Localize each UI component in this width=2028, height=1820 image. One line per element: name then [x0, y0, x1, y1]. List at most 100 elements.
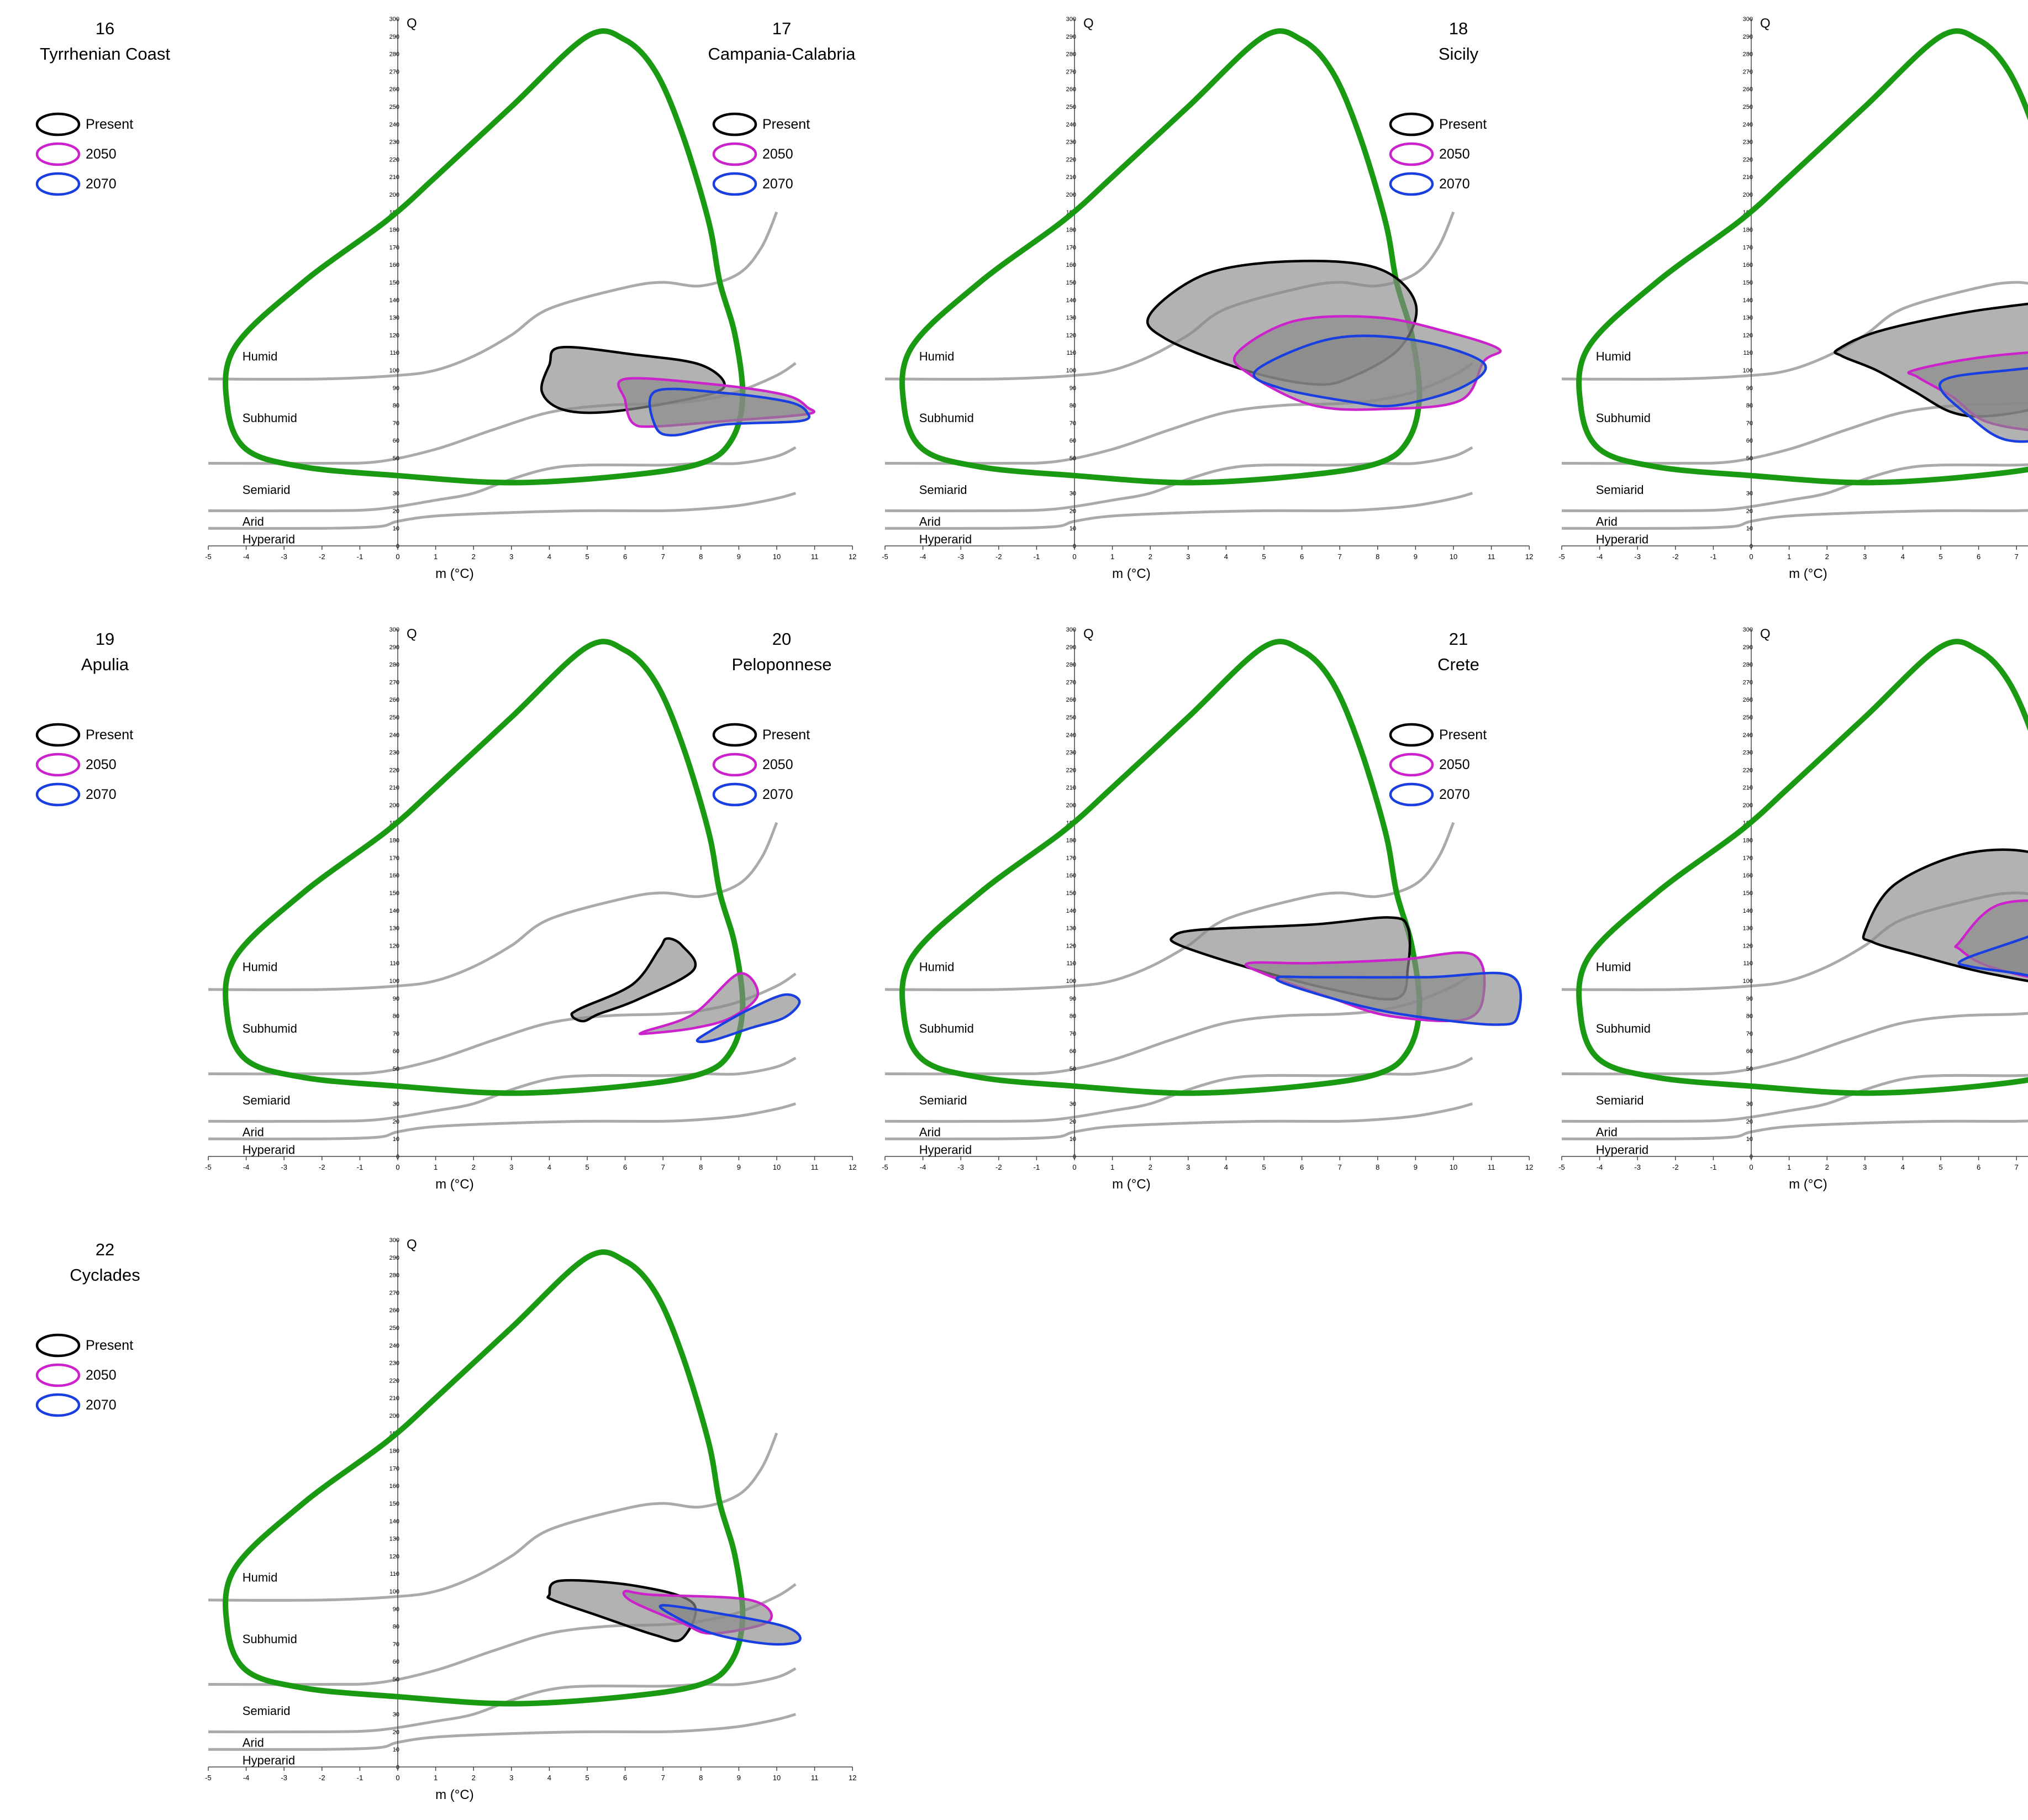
- y-tick-label: 50: [1746, 455, 1753, 462]
- x-tick-label: 4: [1901, 1163, 1905, 1171]
- x-tick-label: 1: [1110, 1163, 1114, 1171]
- zone-label-subhumid: Subhumid: [1596, 411, 1651, 425]
- zone-boundary-line: [884, 822, 1455, 991]
- y-tick-label: 210: [1743, 785, 1753, 791]
- x-tick-label: 11: [1488, 553, 1495, 561]
- y-tick-label: 210: [389, 174, 399, 181]
- series-area-2070: [1252, 334, 1487, 408]
- y-tick-label: 300: [389, 16, 399, 23]
- x-tick-label: 8: [699, 1774, 703, 1782]
- y-tick-label: 290: [1066, 644, 1076, 651]
- panel-title: Tyrrhenian Coast: [40, 44, 170, 64]
- y-tick-label: 270: [1066, 679, 1076, 686]
- y-tick-label: 60: [393, 438, 399, 444]
- y-tick-label: 120: [1066, 943, 1076, 949]
- y-tick-label: 230: [1066, 139, 1076, 146]
- y-tick-label: 100: [1066, 367, 1076, 374]
- y-tick-label: 90: [393, 1606, 399, 1613]
- x-tick-label: -2: [995, 1163, 1002, 1171]
- y-tick-label: 220: [389, 767, 399, 774]
- y-tick-label: 250: [389, 1325, 399, 1332]
- x-tick-label: 12: [849, 1163, 856, 1171]
- y-tick-label: 130: [1743, 315, 1753, 322]
- y-tick-label: 240: [389, 1343, 399, 1349]
- zone-boundary-line: [208, 492, 796, 530]
- zone-label-arid: Arid: [243, 514, 264, 528]
- chart-panel-16: -5 -4 -3 -2 -1 0 1 2 3 4 5 6 7 8 9 10 11 1201020304050607…: [35, 16, 856, 581]
- y-tick-label: 300: [1066, 16, 1076, 23]
- legend-label-present: Present: [86, 117, 133, 132]
- legend-swatch-present: [35, 1333, 81, 1358]
- x-tick-label: 1: [1787, 1163, 1791, 1171]
- y-tick-label: 220: [1066, 767, 1076, 774]
- zone-boundary-line: [208, 446, 797, 513]
- y-tick-label: 250: [389, 714, 399, 721]
- legend-swatch-2050: [1389, 142, 1434, 166]
- y-tick-label: 120: [389, 332, 399, 339]
- panel-number: 21: [1449, 629, 1468, 649]
- zone-label-humid: Humid: [1596, 350, 1631, 364]
- legend-swatch-present: [712, 723, 757, 747]
- legend-label-2070: 2070: [86, 787, 117, 802]
- y-tick-label: 0: [396, 1154, 399, 1160]
- x-tick-label: 0: [1749, 553, 1753, 561]
- x-tick-label: -3: [281, 1774, 287, 1782]
- legend-swatch-present: [712, 112, 757, 136]
- y-tick-label: 70: [1070, 1030, 1076, 1037]
- zone-boundary-line: [208, 1713, 796, 1751]
- zone-label-subhumid: Subhumid: [1596, 1022, 1651, 1035]
- x-tick-label: -2: [995, 553, 1002, 561]
- y-tick-label: 220: [389, 1377, 399, 1384]
- x-tick-label: -3: [957, 1163, 964, 1171]
- y-tick-label: 0: [1750, 1154, 1753, 1160]
- y-tick-label: 280: [1066, 662, 1076, 669]
- x-tick-label: -5: [1558, 553, 1565, 561]
- zone-boundary-line: [884, 1056, 1473, 1123]
- x-tick-label: 0: [1072, 553, 1076, 561]
- y-tick-label: 70: [1746, 420, 1753, 427]
- y-tick-label: 70: [1070, 420, 1076, 427]
- x-tick-label: 0: [396, 1163, 399, 1171]
- y-tick-label: 80: [393, 1624, 399, 1630]
- y-tick-label: 20: [393, 1118, 399, 1125]
- x-tick-label: 8: [699, 553, 703, 561]
- y-tick-label: 300: [1743, 16, 1753, 23]
- y-tick-label: 150: [1066, 280, 1076, 286]
- legend-swatch-present: [35, 112, 81, 136]
- x-tick-label: -3: [957, 553, 964, 561]
- y-tick-label: 140: [389, 1518, 399, 1525]
- y-tick-label: 110: [389, 960, 399, 967]
- y-tick-label: 130: [1743, 925, 1753, 932]
- y-tick-label: 30: [1746, 491, 1753, 497]
- y-tick-label: 250: [389, 104, 399, 111]
- legend-label-present: Present: [86, 1338, 133, 1353]
- y-tick-label: 30: [1070, 1101, 1076, 1108]
- x-tick-label: -2: [1672, 553, 1679, 561]
- y-tick-label: 10: [393, 1136, 399, 1143]
- y-tick-label: 130: [389, 925, 399, 932]
- x-tick-label: -1: [1034, 1163, 1040, 1171]
- y-tick-label: 160: [389, 872, 399, 879]
- x-tick-label: 2: [472, 1163, 476, 1171]
- x-tick-label: 7: [661, 553, 665, 561]
- y-tick-label: 180: [1743, 838, 1753, 844]
- x-axis-label: m (°C): [435, 566, 474, 581]
- zone-label-semiarid: Semiarid: [243, 1093, 291, 1107]
- x-tick-label: 3: [1863, 1163, 1867, 1171]
- panel-number: 17: [772, 19, 791, 38]
- y-tick-label: 0: [1073, 1154, 1076, 1160]
- y-tick-label: 60: [1746, 438, 1753, 444]
- zone-label-arid: Arid: [919, 514, 941, 528]
- y-tick-label: 80: [1746, 1013, 1753, 1020]
- x-tick-label: 6: [1977, 1163, 1980, 1171]
- y-tick-label: 0: [1750, 543, 1753, 550]
- y-tick-label: 210: [1743, 174, 1753, 181]
- y-tick-label: 220: [1743, 156, 1753, 163]
- y-tick-label: 210: [1066, 174, 1076, 181]
- y-tick-label: 140: [389, 908, 399, 914]
- zone-boundary-line: [1561, 281, 2028, 381]
- y-tick-label: 150: [389, 1501, 399, 1507]
- y-tick-label: 180: [389, 838, 399, 844]
- x-tick-label: 12: [849, 553, 856, 561]
- x-tick-label: 11: [811, 1774, 819, 1782]
